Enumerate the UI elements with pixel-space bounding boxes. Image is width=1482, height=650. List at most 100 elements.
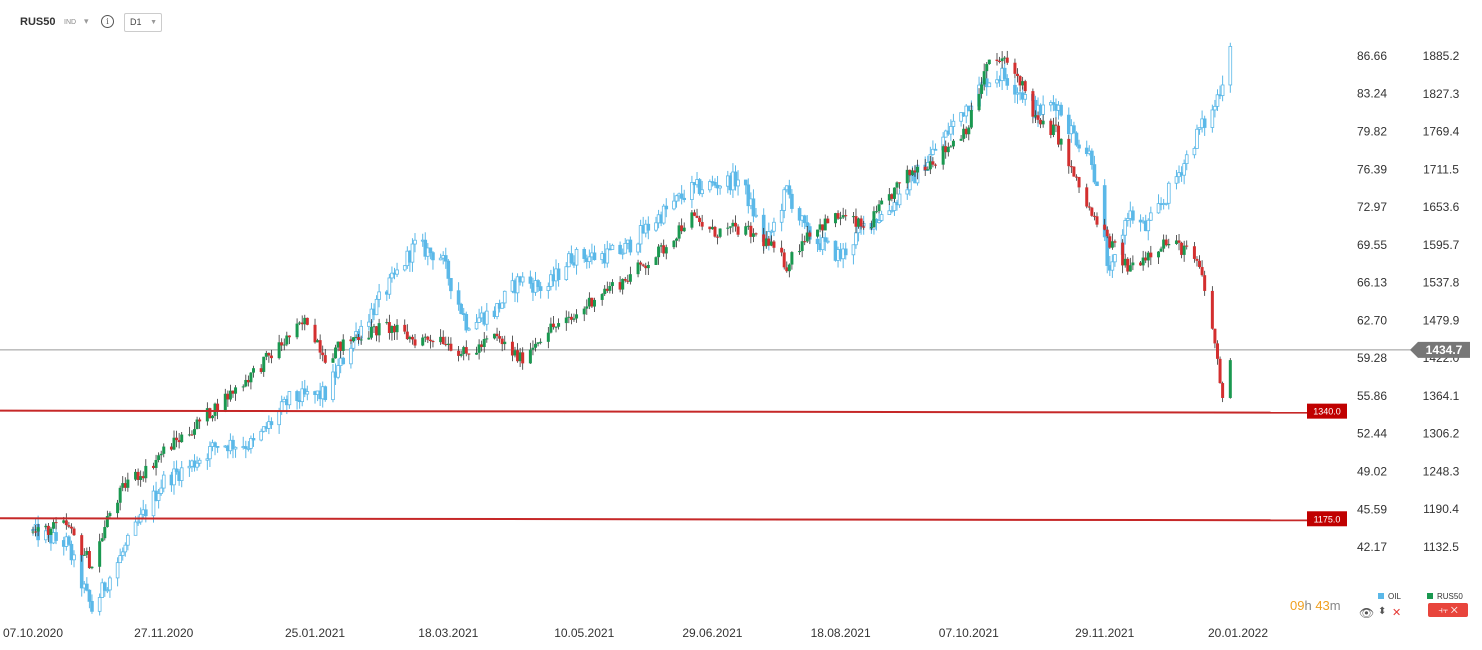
symbol-name[interactable]: RUS50: [20, 16, 56, 28]
rus50-candle-body: [175, 437, 179, 441]
rus50-candle-body: [359, 339, 363, 341]
oil-candle-body: [877, 219, 881, 223]
rus50-candle-body: [503, 341, 507, 345]
oil-candle-body: [1113, 254, 1117, 263]
rus50-candle-body: [144, 465, 148, 479]
left-axis-tick-label: 66.13: [1357, 276, 1387, 290]
rus50-candle-body: [1146, 252, 1150, 261]
rus50-candle-body: [331, 358, 335, 363]
rus50-candle-body: [1041, 120, 1045, 125]
rus50-candle-body: [303, 317, 307, 325]
legend-rus50[interactable]: RUS50: [1427, 592, 1463, 601]
rus50-candle-body: [449, 343, 453, 351]
left-axis-tick-label: 86.66: [1357, 49, 1387, 63]
sort-icon[interactable]: ⬍: [1378, 606, 1387, 617]
rus50-candle-body: [349, 339, 353, 342]
oil-candle-body: [118, 555, 122, 564]
rus50-candle-body: [1077, 177, 1081, 188]
rus50-candle-body: [1092, 215, 1096, 217]
oil-candle-body: [1023, 94, 1028, 100]
timer-minutes-unit: m: [1329, 598, 1341, 613]
oil-candle-body: [67, 536, 71, 545]
rus50-candle-body: [951, 140, 955, 147]
rus50-candle-body: [1016, 73, 1020, 77]
oil-candle-body: [1105, 236, 1110, 266]
close-icon[interactable]: ✕: [1392, 607, 1402, 619]
rus50-candle-body: [441, 336, 445, 345]
oil-candle-body: [323, 386, 328, 401]
rus50-candle-body: [680, 225, 684, 232]
oil-candle-body: [623, 242, 628, 254]
rus50-candle-body: [857, 218, 861, 227]
oil-candle-body: [1149, 212, 1153, 221]
oil-candle-body: [120, 551, 125, 556]
left-axis-tick-label: 79.82: [1357, 124, 1387, 138]
oil-candle-body: [797, 208, 802, 221]
rus50-candle-body: [100, 538, 104, 542]
rus50-candle-body: [985, 64, 989, 72]
current-price-label: 1434.7: [1426, 343, 1463, 357]
rus50-candle-body: [475, 352, 479, 355]
rus50-candle-body: [623, 278, 627, 281]
legend-oil[interactable]: OIL: [1378, 592, 1401, 601]
oil-candle-body: [243, 446, 248, 449]
rus50-candle-body: [249, 372, 253, 383]
oil-candle-body: [159, 487, 163, 494]
rus50-candle-body: [339, 341, 343, 351]
chevron-down-icon[interactable]: ▾: [84, 16, 89, 26]
oil-candle-body: [1184, 154, 1189, 165]
oil-candle-body: [205, 458, 210, 461]
rus50-candle-body: [995, 59, 999, 61]
rus50-candle-body: [716, 236, 720, 238]
rus50-candle-body: [969, 110, 973, 128]
rus50-candle-body: [316, 340, 320, 343]
info-icon[interactable]: i: [101, 15, 114, 28]
rus50-candle-body: [139, 476, 143, 480]
rus50-candle-body: [1085, 187, 1089, 207]
rus50-candle-body: [641, 264, 645, 266]
oil-candle-body: [456, 290, 461, 305]
rus50-candle-body: [1105, 229, 1109, 237]
oil-candle-body: [823, 237, 828, 242]
rus50-candle-body: [787, 264, 791, 272]
eye-icon[interactable]: 👁: [1359, 606, 1375, 620]
rus50-candle-body: [698, 217, 702, 223]
rus50-candle-body: [977, 93, 981, 111]
oil-candle-body: [646, 223, 651, 231]
oil-candle-body: [769, 230, 774, 233]
rus50-series-controls[interactable]: ⫞⫟ ✕: [1428, 603, 1468, 617]
rus50-candle-body: [121, 483, 125, 488]
rus50-candle-body: [998, 60, 1002, 62]
oil-candle-body: [674, 195, 679, 202]
oil-candle-body: [305, 391, 310, 395]
rus50-candle-body: [126, 479, 130, 488]
rus50-candle-body: [341, 339, 345, 351]
rus50-candle-body: [244, 379, 248, 387]
rus50-candle-body: [608, 286, 612, 291]
rus50-candle-body: [190, 434, 194, 436]
rus50-candle-body: [582, 308, 586, 315]
rus50-candle-body: [405, 331, 409, 340]
left-axis-tick-label: 72.97: [1357, 200, 1387, 214]
rus50-candle-body: [1051, 124, 1055, 135]
rus50-candle-body: [1074, 176, 1078, 178]
rus50-candle-body: [980, 84, 984, 94]
rus50-candle-body: [626, 280, 630, 282]
oil-candle-body: [708, 181, 712, 191]
oil-candle-body: [825, 240, 830, 243]
rus50-candle-body: [439, 336, 443, 343]
rus50-candle-body: [1087, 206, 1091, 208]
oil-candle-body: [374, 298, 379, 316]
oil-candle-body: [123, 544, 128, 553]
rus50-candle-body: [1049, 120, 1053, 135]
oil-candle-body: [387, 277, 392, 295]
oil-candle-body: [672, 200, 676, 210]
timeframe-select[interactable]: D1 ▼: [124, 13, 162, 32]
rus50-candle-body: [69, 526, 73, 529]
rus50-candle-body: [54, 522, 58, 524]
oil-candle-body: [854, 232, 858, 246]
rus50-candle-body: [87, 551, 91, 569]
oil-candle-body: [1197, 127, 1202, 130]
